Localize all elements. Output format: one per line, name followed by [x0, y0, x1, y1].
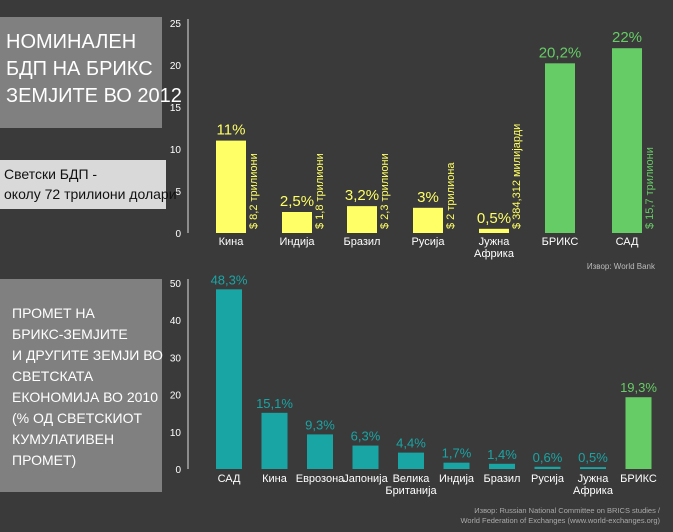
trade-title-line: ПРОМЕТ) [12, 452, 77, 468]
y-tick-label-1: 10 [170, 145, 182, 156]
data-label-trade: 9,3% [305, 417, 335, 432]
source-trade: Извор: Russian National Committee on BRI… [474, 506, 661, 515]
category-label-gdp: Индија [279, 236, 315, 248]
y-tick-label-1: 0 [175, 229, 181, 240]
data-label-trade: 1,7% [442, 446, 472, 461]
bar-trade [352, 445, 379, 469]
category-label-trade: БРИКС [620, 473, 657, 485]
bar-gdp [282, 212, 312, 233]
category-label-gdp: Јужна Африка [474, 236, 515, 260]
value-note-gdp: $ 2,3 трилиони [379, 153, 391, 229]
bar-trade [307, 434, 333, 469]
category-label-trade: Кина [262, 473, 288, 485]
category-label-trade: Јапонија [343, 473, 388, 485]
trade-title-line: СВЕТСКАТА [12, 368, 94, 384]
data-label-trade: 1,4% [487, 447, 517, 462]
category-label-trade: Индија [439, 473, 475, 485]
category-label-trade: Велика Британија [385, 473, 437, 497]
trade-title-line: ПРОМЕТ НА [12, 305, 95, 321]
bar-gdp [612, 48, 642, 234]
data-label-gdp: 2,5% [280, 193, 314, 210]
trade-title-line: БРИКС-ЗЕМЈИТЕ [12, 326, 128, 342]
category-label-gdp: САД [616, 236, 639, 248]
y-tick-label-2: 20 [170, 391, 182, 402]
category-label-gdp: Бразил [344, 236, 381, 248]
data-label-trade: 19,3% [620, 380, 657, 395]
bar-trade [261, 412, 288, 469]
value-note-gdp: $ 1,8 трилиони [314, 153, 326, 229]
trade-title-line: ЕКОНОМИЈА ВО 2010 [12, 389, 158, 405]
source-trade: World Federation of Exchanges (www.world… [460, 516, 660, 525]
y-tick-label-1: 5 [175, 187, 181, 198]
trade-title-panel: ПРОМЕТ НА БРИКС-ЗЕМЈИТЕ И ДРУГИТЕ ЗЕМЈИ … [0, 279, 163, 492]
world-gdp-note-line: Светски БДП - [4, 166, 98, 182]
y-tick-label-2: 10 [170, 428, 182, 439]
data-label-gdp: 11% [217, 122, 246, 139]
gdp-title-line: БДП НА БРИКС [6, 58, 153, 80]
world-gdp-note-line: околу 72 трилиони долари [4, 186, 177, 202]
world-gdp-note: Светски БДП - околу 72 трилиони долари [0, 160, 177, 209]
data-label-gdp: 20,2% [539, 44, 582, 61]
bar-gdp [413, 207, 443, 233]
gdp-title-line: ЗЕМЈИТЕ ВО 2012 [6, 85, 182, 107]
y-tick-label-1: 15 [170, 103, 182, 114]
category-label-trade: САД [218, 473, 241, 485]
source-gdp: Извор: World Bank [587, 262, 656, 271]
value-note-gdp: $ 2 трилиона [445, 162, 457, 229]
gdp-title-line: НОМИНАЛЕН [6, 31, 137, 53]
value-note-gdp: $ 15,7 трилиони [644, 147, 656, 229]
trade-title-line: (% ОД СВЕТСКИОТ [12, 410, 143, 426]
data-label-gdp: 0,5% [477, 210, 511, 227]
bar-trade [625, 397, 652, 469]
category-label-gdp: Русија [412, 236, 446, 248]
value-note-gdp: $ 8,2 трилиони [248, 153, 260, 229]
data-label-trade: 15,1% [256, 396, 293, 411]
bar-trade [489, 463, 515, 469]
data-label-trade: 48,3% [211, 272, 248, 287]
data-label-gdp: 3,2% [345, 187, 379, 204]
y-tick-label-1: 20 [170, 61, 182, 72]
trade-title-line: КУМУЛАТИВЕН [12, 431, 115, 447]
y-tick-label-2: 30 [170, 353, 182, 364]
category-label-trade: Еврозона [296, 473, 345, 485]
category-label-gdp: Кина [219, 236, 245, 248]
bar-trade [534, 466, 561, 469]
data-label-trade: 0,6% [533, 450, 563, 465]
category-label-trade: Јужна Африка [573, 473, 614, 497]
data-label-trade: 4,4% [396, 436, 426, 451]
y-tick-label-2: 0 [175, 465, 181, 476]
y-tick-label-2: 40 [170, 316, 182, 327]
category-label-trade: Бразил [484, 473, 521, 485]
bar-trade [398, 452, 424, 469]
bar-trade [580, 467, 606, 469]
trade-title-line: И ДРУГИТЕ ЗЕМЈИ ВО [12, 347, 163, 363]
bar-gdp [216, 140, 246, 233]
bar-trade [443, 462, 470, 469]
value-note-gdp: $ 384,312 милијарди [511, 124, 523, 229]
data-label-trade: 6,3% [351, 429, 381, 444]
bar-gdp [479, 228, 509, 233]
bar-gdp [545, 63, 575, 233]
category-label-trade: Русија [531, 473, 565, 485]
category-label-gdp: БРИКС [542, 236, 579, 248]
y-tick-label-1: 25 [170, 19, 182, 30]
data-label-trade: 0,5% [578, 450, 608, 465]
gdp-title-panel: НОМИНАЛЕН БДП НА БРИКС ЗЕМЈИТЕ ВО 2012 [0, 17, 182, 128]
bar-trade [216, 289, 242, 469]
bar-gdp [347, 206, 377, 233]
data-label-gdp: 3% [417, 189, 439, 206]
data-label-gdp: 22% [612, 29, 642, 46]
y-tick-label-2: 50 [170, 279, 182, 290]
